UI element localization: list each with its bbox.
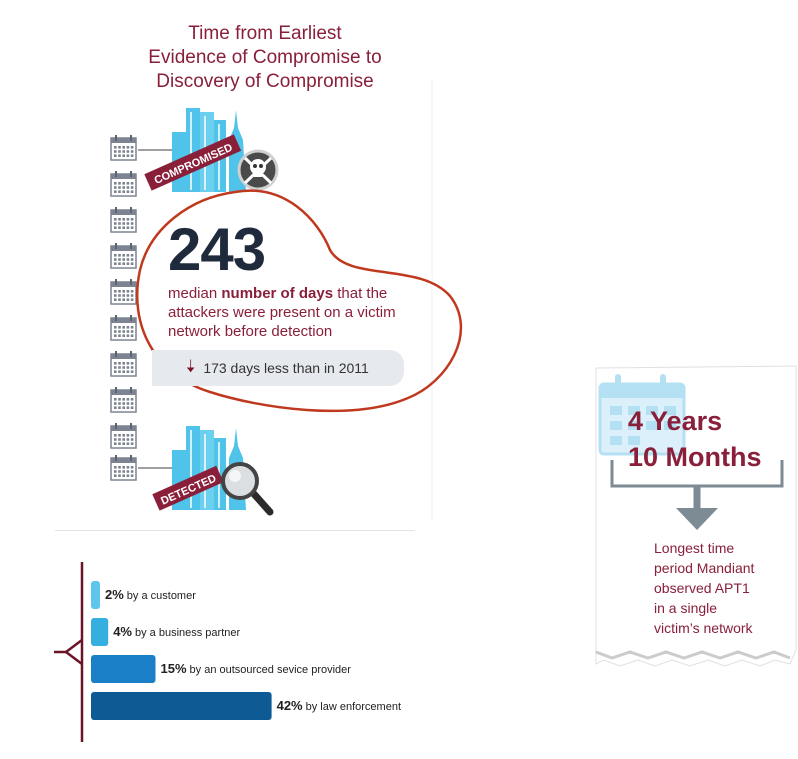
discovery-source: by a business partner	[134, 627, 241, 639]
card-desc-line-5: victim’s network	[654, 620, 753, 636]
discovery-percent: 4%	[113, 624, 132, 639]
calendar-icon	[110, 423, 137, 449]
median-text-bold: number of days	[221, 285, 334, 302]
card-title: 4 Years 10 Months	[628, 403, 762, 475]
median-days-number: 243	[168, 216, 266, 283]
calendar-icon	[110, 279, 137, 305]
infographic-title: Time from Earliest Evidence of Compromis…	[100, 22, 430, 94]
calendar-icon	[110, 243, 137, 269]
card-title-line-2: 10 Months	[628, 442, 762, 472]
comparison-text: 173 days less than in 2011	[203, 360, 369, 376]
median-text-start: median	[168, 285, 222, 302]
card-desc-line-4: in a single	[654, 600, 718, 616]
calendar-icon	[110, 351, 137, 377]
discovery-source: by law enforcement	[305, 701, 402, 713]
card-desc-line-3: observed APT1	[654, 580, 750, 596]
discovery-percent: 42%	[276, 698, 303, 713]
discovery-bar	[91, 581, 100, 609]
arrow-down-icon	[610, 460, 784, 530]
card-desc-line-2: period Mandiant	[654, 560, 755, 576]
discovery-bar-label: 15% by an outsourced sevice provider	[161, 661, 351, 676]
discovery-bar	[91, 692, 272, 720]
discovery-percent: 15%	[160, 661, 187, 676]
discovery-bar	[91, 618, 109, 646]
discovery-bar-label: 4% by a business partner	[113, 624, 240, 639]
discovery-bar	[91, 655, 156, 683]
discovery-bar-label: 2% by a customer	[105, 587, 196, 602]
median-description: median number of days that the attackers…	[168, 284, 428, 341]
calendar-icon	[110, 387, 137, 413]
calendar-icon	[598, 374, 686, 456]
discovery-bracket	[54, 562, 84, 742]
card-description: Longest time period Mandiant observed AP…	[654, 538, 774, 638]
median-text-end: that the attackers were present on a vic…	[168, 285, 396, 340]
calendar-column	[110, 135, 137, 481]
calendar-icon	[110, 315, 137, 341]
calendar-icon	[110, 207, 137, 233]
calendar-icon	[110, 171, 137, 197]
discovery-bars	[91, 581, 272, 720]
arrow-down-icon: 🠣	[186, 356, 196, 376]
title-line-3: Discovery of Compromise	[156, 71, 374, 92]
section-divider	[55, 530, 415, 531]
discovery-source: by an outsourced sevice provider	[189, 664, 351, 676]
card-title-line-1: 4 Years	[628, 406, 723, 436]
calendar-icon	[110, 135, 137, 161]
card-desc-line-1: Longest time	[654, 540, 735, 556]
title-line-1: Time from Earliest	[188, 23, 342, 44]
highlight-blob-outline	[135, 189, 463, 413]
calendar-icon	[110, 455, 137, 481]
comparison-pill: 🠣 173 days less than in 2011	[152, 350, 404, 386]
skull-crossbones-icon	[237, 149, 279, 191]
magnifier-icon	[221, 462, 274, 516]
discovery-source: by a customer	[126, 590, 196, 602]
discovery-bar-label: 42% by law enforcement	[277, 698, 401, 713]
discovery-percent: 2%	[105, 587, 124, 602]
title-line-2: Evidence of Compromise to	[148, 47, 382, 68]
